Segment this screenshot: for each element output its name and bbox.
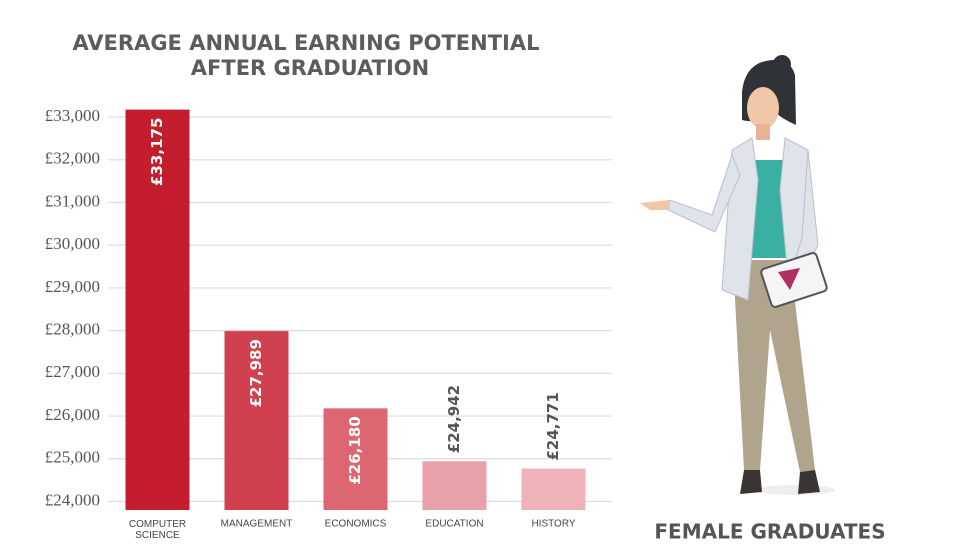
value-label: £24,942: [445, 385, 463, 453]
x-tick-label: EDUCATION: [425, 519, 483, 530]
y-tick-label: £26,000: [45, 405, 100, 424]
value-label: £27,989: [247, 339, 265, 407]
bar: [422, 461, 487, 510]
illustration: [640, 55, 835, 495]
y-tick-label: £31,000: [45, 191, 100, 210]
chart-title: AVERAGE ANNUAL EARNING POTENTIAL: [72, 31, 539, 55]
y-tick-label: £25,000: [45, 448, 100, 467]
y-tick-label: £29,000: [45, 277, 100, 296]
bar: [125, 109, 190, 510]
x-tick-label: HISTORY: [531, 519, 575, 530]
y-tick-label: £28,000: [45, 320, 100, 339]
x-tick-label: ECONOMICS: [325, 519, 387, 530]
y-tick-label: £32,000: [45, 149, 100, 168]
y-tick-label: £33,000: [45, 106, 100, 125]
value-label: £24,771: [544, 392, 562, 460]
value-label: £33,175: [148, 118, 166, 186]
bar: [323, 408, 388, 510]
x-tick-label: MANAGEMENT: [221, 519, 293, 530]
bar: [224, 331, 289, 510]
bar: [521, 468, 586, 510]
caption: FEMALE GRADUATES: [654, 520, 885, 544]
y-tick-label: £30,000: [45, 234, 100, 253]
value-label: £26,180: [346, 416, 364, 484]
y-tick-label: £27,000: [45, 362, 100, 381]
chart-title: AFTER GRADUATION: [191, 56, 429, 80]
x-tick-label: COMPUTER SCIENCE: [129, 519, 186, 541]
y-tick-label: £24,000: [45, 490, 100, 509]
